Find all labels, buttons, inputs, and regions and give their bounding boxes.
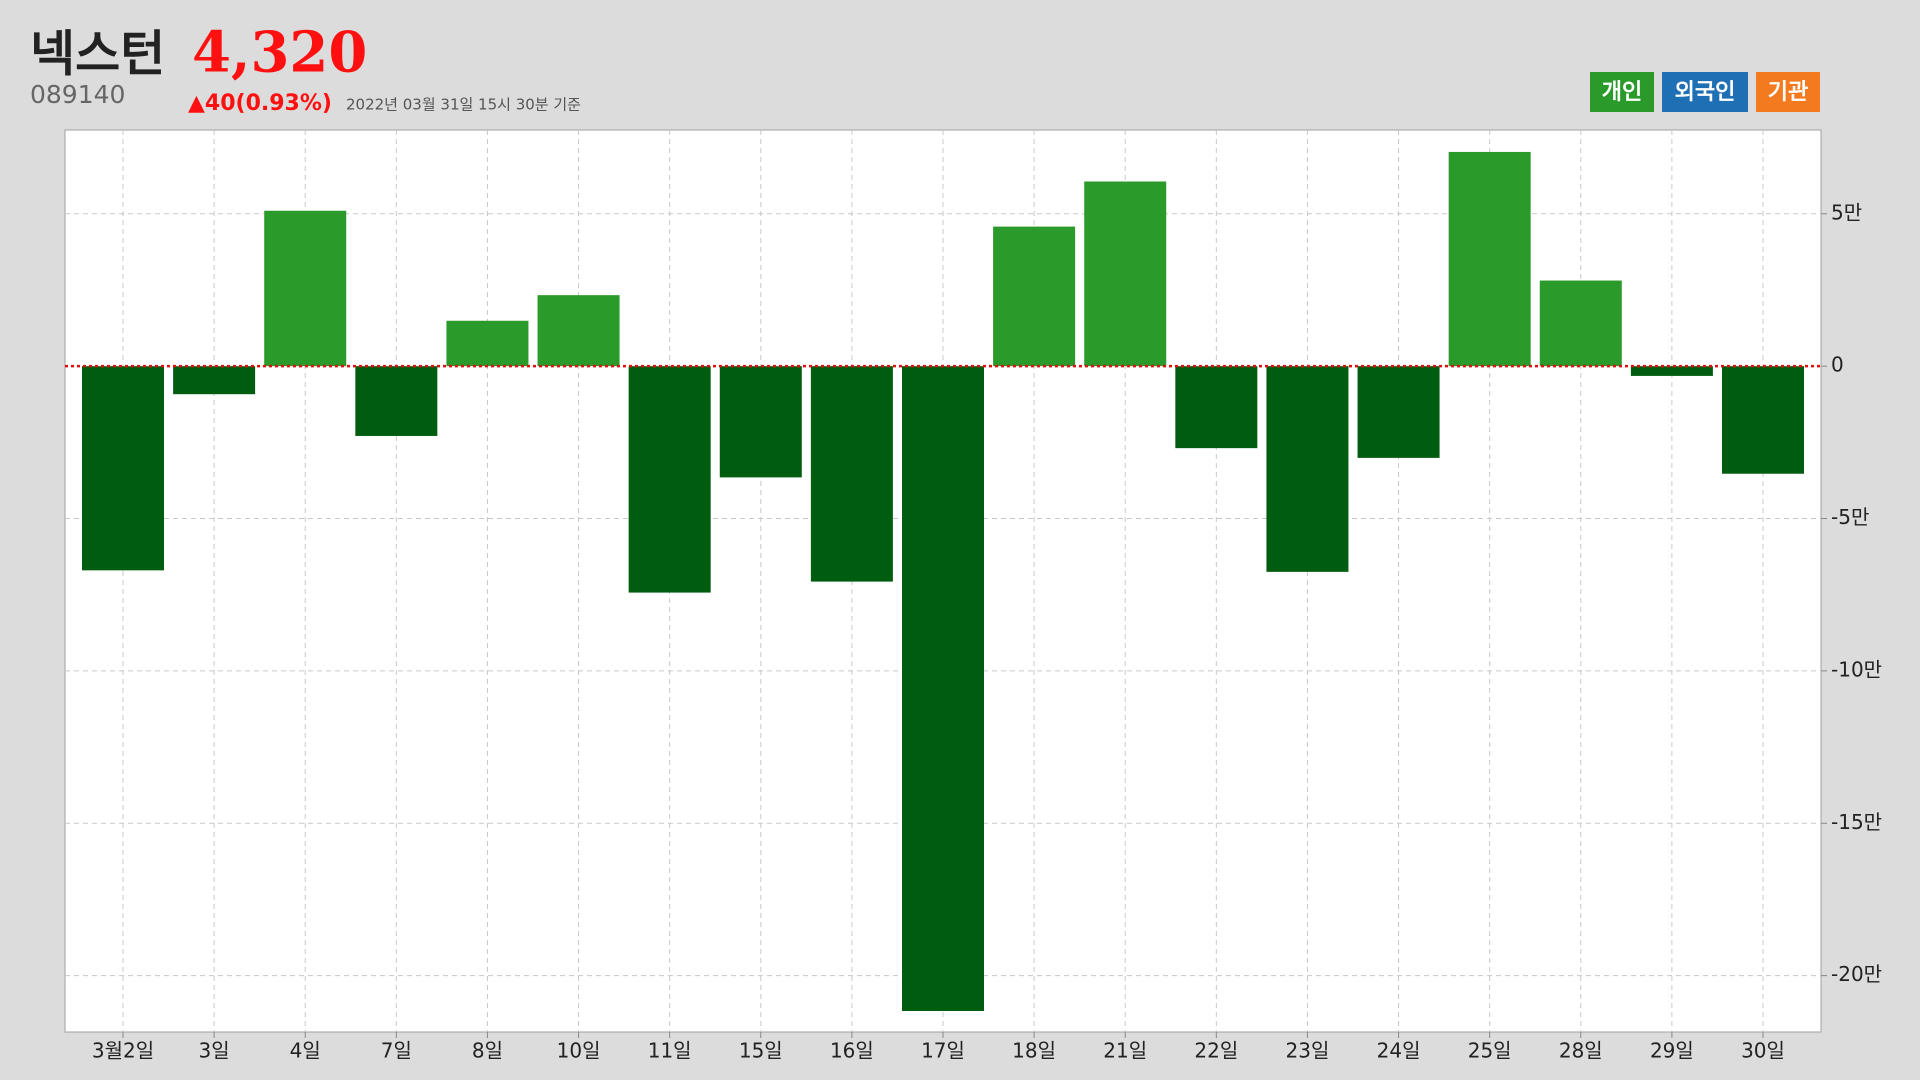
x-tick-label: 7일 — [381, 1039, 412, 1063]
x-tick-label: 23일 — [1286, 1039, 1330, 1063]
price: 4,320 — [192, 20, 367, 86]
timestamp: 2022년 03월 31일 15시 30분 기준 — [346, 96, 581, 114]
bar — [1722, 366, 1804, 474]
x-tick-label: 22일 — [1194, 1039, 1238, 1063]
x-tick-label: 8일 — [472, 1039, 503, 1063]
x-tick-label: 16일 — [830, 1039, 874, 1063]
x-tick-label: 24일 — [1377, 1039, 1421, 1063]
x-tick-label: 11일 — [648, 1039, 692, 1063]
x-tick-label: 17일 — [921, 1039, 965, 1063]
bar — [82, 366, 164, 571]
price-change: ▲40(0.93%) — [188, 91, 332, 116]
x-tick-label: 10일 — [557, 1039, 601, 1063]
x-tick-label: 18일 — [1012, 1039, 1056, 1063]
stock-name: 넥스턴 — [30, 26, 165, 83]
x-tick-label: 30일 — [1741, 1039, 1785, 1063]
toggle-label[interactable]: 기관 — [1768, 80, 1808, 105]
toggle-button[interactable] — [1662, 72, 1748, 112]
y-tick-label: -20만 — [1831, 962, 1882, 986]
x-tick-label: 28일 — [1559, 1039, 1603, 1063]
y-tick-label: -15만 — [1831, 810, 1882, 834]
toggle-label[interactable]: 개인 — [1602, 80, 1642, 105]
bar — [1539, 280, 1622, 367]
bar — [355, 366, 438, 436]
bar — [1266, 366, 1349, 572]
bar — [446, 320, 529, 367]
stock-code: 089140 — [30, 80, 125, 109]
bar — [1357, 366, 1440, 458]
x-tick-label: 21일 — [1103, 1039, 1147, 1063]
bar — [173, 366, 256, 395]
bar — [1084, 181, 1167, 367]
x-tick-label: 29일 — [1650, 1039, 1694, 1063]
bar — [1175, 366, 1258, 449]
y-tick-label: -5만 — [1831, 505, 1869, 529]
x-tick-label: 3월2일 — [92, 1039, 154, 1063]
y-tick-label: 0 — [1831, 353, 1844, 377]
toggle-button[interactable] — [1590, 72, 1654, 112]
bar — [810, 366, 893, 582]
bar — [1448, 151, 1531, 367]
bar — [719, 366, 802, 478]
bar — [628, 366, 711, 593]
bar — [1630, 366, 1713, 376]
bar — [993, 226, 1076, 367]
x-tick-label: 3일 — [199, 1039, 230, 1063]
x-tick-label: 25일 — [1468, 1039, 1512, 1063]
x-tick-label: 15일 — [739, 1039, 783, 1063]
y-tick-label: 5만 — [1831, 200, 1862, 224]
bar — [537, 295, 620, 367]
toggle-button[interactable] — [1756, 72, 1820, 112]
toggle-label[interactable]: 외국인 — [1675, 80, 1736, 105]
bar — [902, 366, 984, 1011]
y-tick-label: -10만 — [1831, 657, 1882, 681]
bar — [264, 210, 347, 367]
x-tick-label: 4일 — [290, 1039, 321, 1063]
